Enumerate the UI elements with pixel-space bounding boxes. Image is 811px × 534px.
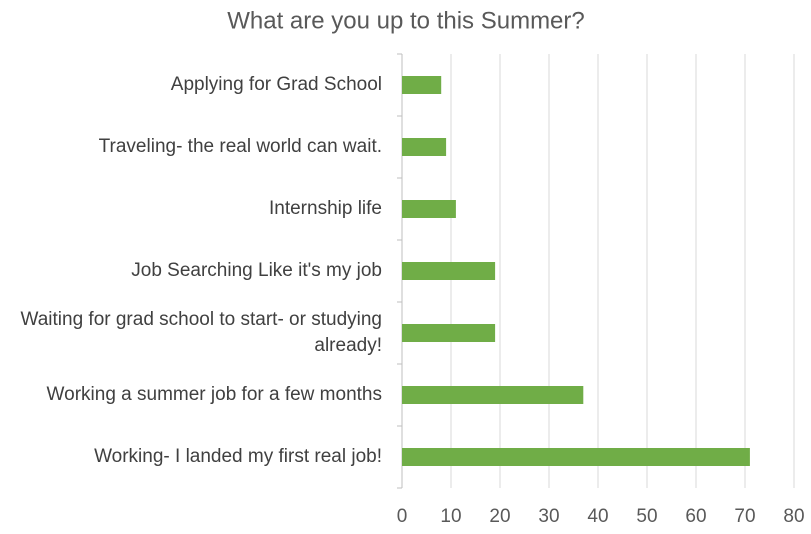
x-tick-label: 20 [489,506,510,527]
x-tick-label: 10 [440,506,461,527]
x-tick-label: 50 [636,506,657,527]
bar [402,262,496,280]
x-tick-label: 60 [685,506,706,527]
y-tick-label: Traveling- the real world can wait. [98,136,382,157]
bar [402,448,750,466]
x-tick-label: 80 [783,506,804,527]
chart-title: What are you up to this Summer? [227,7,585,34]
y-tick-label: Working- I landed my first real job! [94,446,382,467]
bar [402,138,447,156]
x-tick-label: 40 [587,506,608,527]
y-tick-label: Job Searching Like it's my job [131,260,382,281]
bar [402,200,456,218]
bar [402,324,496,342]
x-tick-label: 30 [538,506,559,527]
y-tick-label: Working a summer job for a few months [46,384,382,405]
x-tick-label: 70 [734,506,755,527]
x-tick-label: 0 [397,506,408,527]
bar [402,386,584,404]
y-tick-label: Waiting for grad school to start- or stu… [20,309,382,356]
y-tick-label: Internship life [268,198,382,219]
bar [402,76,442,94]
y-tick-label: Applying for Grad School [170,74,382,95]
